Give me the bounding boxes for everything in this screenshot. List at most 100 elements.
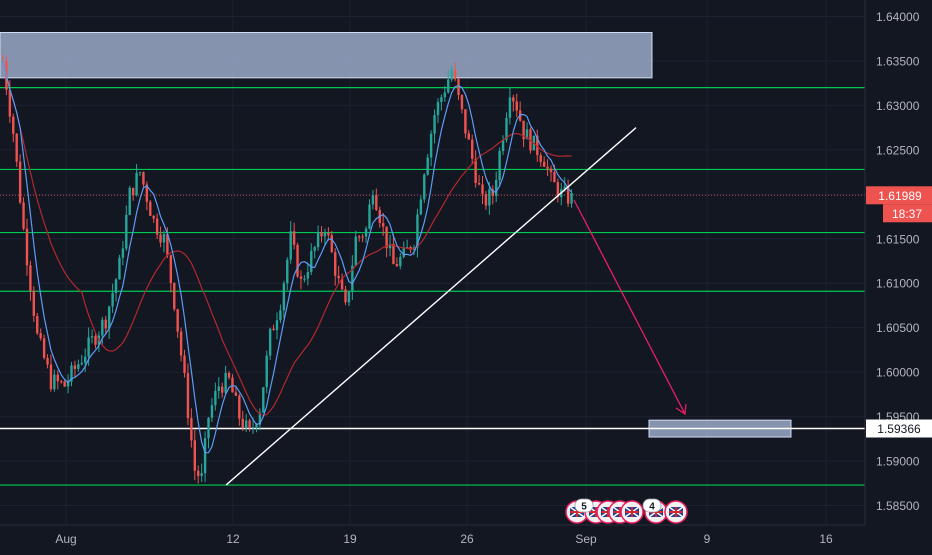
candle-body [364,228,368,237]
candle-body [334,252,337,276]
candle-body [210,405,214,418]
event-count-badge[interactable] [574,498,594,513]
candle-body [135,173,138,196]
candle-body [272,328,275,331]
candle-body [433,115,436,134]
drawings[interactable] [225,127,687,486]
candle-body [214,390,217,406]
time-axis[interactable]: Aug 12 19 26 Sep 9 16 [0,524,865,550]
candle-body [351,265,354,292]
time-axis-bg [0,525,865,550]
candle-body [87,337,90,357]
candle-body [227,372,231,378]
candle-body [104,319,107,329]
candle-body [66,381,70,387]
candle-body [320,231,323,237]
candle-body [159,234,162,243]
candle-body [12,116,15,134]
price-axis[interactable]: 1.640001.635001.630001.625001.620001.615… [864,0,932,550]
candle-body [316,231,320,248]
candle-body [241,418,244,428]
target-price-badge[interactable] [866,419,932,438]
candle-body [80,362,83,365]
time-tick-label: 19 [343,532,357,546]
candle-body [447,79,450,93]
uk-event-flag-icon[interactable] [620,500,644,524]
candle-body [347,291,351,303]
candle-body [121,248,125,258]
candle-body [306,272,310,279]
candle-body [101,319,104,336]
candle-body [344,289,347,303]
supply-zone[interactable] [0,32,653,79]
candle-body [471,139,474,159]
price-tick-label: 1.64000 [876,10,920,24]
candle-body [217,386,220,391]
candle-body [409,247,412,250]
time-tick-label: 12 [226,532,240,546]
candle-body [197,470,200,477]
candle-body [340,278,344,290]
candle-body [385,226,388,249]
candle-body [90,336,94,338]
candle-body [296,244,299,277]
candle-body [525,129,529,140]
candle-body [15,133,18,162]
event-count-badge[interactable] [642,498,662,513]
fast-moving-average [2,60,572,454]
candle-body [289,231,292,260]
price-tick-label: 1.63000 [876,99,920,113]
candle-body [395,264,399,267]
current-price-badge[interactable] [866,186,932,205]
candle-body [488,189,491,206]
candle-body [84,356,87,363]
candle-body [515,101,518,111]
candle-body [570,192,573,204]
candle-body [282,283,286,311]
candle-body [238,395,241,419]
candle-body [22,202,25,229]
candle-body [279,310,282,321]
candle-body [292,231,296,245]
candle-body [46,357,49,365]
candle-body [221,386,224,393]
candle-body [566,186,570,204]
candle-body [484,194,488,206]
horizontal-levels[interactable] [0,87,865,486]
candle-body [542,161,546,167]
candle-body [474,158,477,184]
candle-body [536,135,539,156]
candle-body [498,151,501,181]
candle-body [169,255,173,284]
price-tick-label: 1.63500 [876,54,920,68]
time-tick-label: Aug [55,532,76,546]
candle-body [234,392,238,396]
time-tick-label: 9 [704,532,711,546]
candle-body [299,276,303,279]
candle-body [258,412,262,425]
candle-body [193,440,196,471]
candle-body [371,195,375,205]
time-tick-label: 16 [819,532,833,546]
candle-body [63,381,66,387]
uk-event-flag-icon[interactable] [664,500,688,524]
price-tick-label: 1.61000 [876,277,920,291]
candle-body [429,133,433,158]
candle-body [265,355,268,388]
candle-body [111,292,114,307]
candle-body [190,418,193,441]
candle-body [505,117,508,141]
candle-body [248,420,251,428]
ascending-trendline[interactable] [225,127,637,486]
projection-arrow[interactable] [573,199,686,415]
candle-body [546,166,549,169]
candle-body [73,365,77,369]
candle-body [145,184,149,202]
candle-body [166,234,169,256]
countdown-label: 18:37 [892,207,922,221]
event-count-label: 4 [649,502,655,513]
candle-body [443,92,447,98]
